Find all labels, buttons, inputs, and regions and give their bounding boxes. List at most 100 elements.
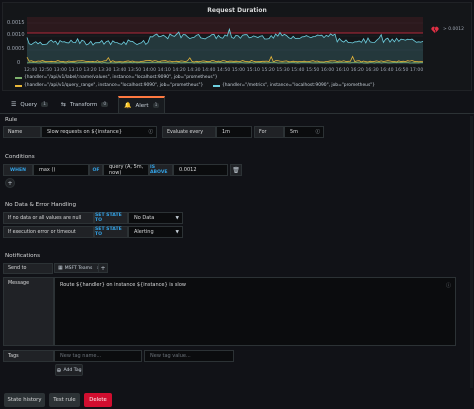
x-tick: 13:30 [98,68,112,73]
tab-alert[interactable]: 🔔 Alert 1 [118,96,166,113]
tab-count: 1 [152,103,160,108]
of-keyword: OF [89,164,103,176]
x-tick: 13:10 [68,68,82,73]
set-state-keyword: SET STATE TO [94,212,128,224]
x-tick: 15:20 [261,68,275,73]
x-tick: 14:30 [187,68,201,73]
x-tick: 14:40 [202,68,216,73]
error-label: If execution error or timeout [3,226,94,238]
x-tick: 15:40 [291,68,305,73]
x-tick: 16:00 [320,68,335,73]
x-tick: 14:10 [157,68,171,73]
legend-swatch [212,85,220,87]
scrollbar[interactable] [470,116,473,388]
message-label: Message [3,277,54,346]
threshold-label: > 0.0012 [443,27,464,32]
heart-broken-icon [431,26,439,34]
conditions-heading: Conditions [5,154,35,160]
legend-label: {handler="/api/v1/label/:name/values", i… [24,75,218,80]
tab-count: 1 [41,102,48,107]
y-tick: 0 [17,60,21,66]
rule-name-input[interactable]: Slow requests on ${instance} ⓘ [41,126,157,138]
x-tick: 14:50 [217,68,231,73]
legend-swatch [15,85,22,87]
x-tick: 16:10 [335,68,350,73]
add-condition-button[interactable]: + [5,178,15,188]
reducer-select[interactable]: max () [33,164,89,176]
error-state-value: Alerting [134,229,154,235]
database-icon: ☰ [11,101,17,108]
add-tag-button[interactable]: ⊕ Add Tag [55,364,83,376]
transform-icon: ⇆ [61,101,67,108]
panel-title: Request Duration [207,7,267,14]
x-tick: 13:20 [83,68,97,73]
editor-tabs: ☰ Query 1 ⇆ Transform 0 🔔 Alert 1 [0,94,474,114]
legend-item[interactable]: {handler="/api/v1/query_range", instance… [15,82,203,90]
info-icon: ⓘ [148,130,154,135]
set-state-keyword: SET STATE TO [94,226,128,238]
x-tick: 15:30 [276,68,290,73]
x-tick: 17:00 [410,68,424,73]
tab-query[interactable]: ☰ Query 1 [6,96,53,113]
test-rule-button[interactable]: Test rule [49,393,80,407]
add-channel-button[interactable]: + [98,263,108,273]
info-icon: ⓘ [445,283,451,289]
for-value: 5m [290,129,299,135]
tag-value-input[interactable]: New tag value... [144,350,234,362]
nodata-state-value: No Data [134,215,155,221]
tag-name-input[interactable]: New tag name... [54,350,142,362]
y-tick: 0.0005 [7,46,25,52]
x-tick: 14:20 [172,68,186,73]
x-tick: 12:50 [38,68,53,73]
message-text: Route ${handler} on instance ${instance}… [60,282,186,288]
x-tick: 13:40 [113,68,127,73]
series-line [26,61,424,64]
plus-icon: ⊕ [56,366,62,374]
for-input[interactable]: 5m ⓘ [284,126,324,138]
query-select[interactable]: query (A, 5m, now) [103,164,149,176]
y-tick: 0.0015 [7,20,25,26]
error-state-select[interactable]: Alerting ▼ [128,226,183,238]
tab-label: Query [20,101,38,108]
chevron-down-icon: ▼ [175,215,179,221]
tab-label: Alert [135,102,149,109]
nodata-heading: No Data & Error Handling [5,202,77,208]
for-label: For [254,126,284,138]
threshold-input[interactable]: 0.0012 [173,164,228,176]
nodata-state-select[interactable]: No Data ▼ [128,212,183,224]
evaluator-select[interactable]: IS ABOVE [149,164,173,176]
when-keyword: WHEN [3,164,33,176]
teams-icon: ▦ [58,265,63,271]
nodata-label: If no data or all values are null [3,212,94,224]
x-tick: 15:00 [231,68,246,73]
bell-icon: 🔔 [124,102,132,109]
threshold-region [27,17,423,33]
x-tick: 13:50 [127,68,142,73]
delete-button[interactable]: Delete [84,393,112,407]
channel-name: MSFT Teams [64,265,93,271]
graph-canvas[interactable] [3,3,473,73]
evaluate-input[interactable]: 1m [216,126,252,138]
x-tick: 14:00 [142,68,157,73]
legend-item[interactable]: {handler="/api/v1/label/:name/values", i… [15,74,218,82]
x-tick: 16:30 [365,68,379,73]
legend-swatch [15,77,22,79]
legend-label: {handler="/api/v1/query_range", instance… [24,83,204,88]
rule-heading: Rule [5,117,18,123]
tab-transform[interactable]: ⇆ Transform 0 [56,96,113,113]
series-area [27,29,423,64]
x-tick: 16:50 [395,68,409,73]
legend: {handler="/api/v1/label/:name/values", i… [15,74,395,90]
message-textarea[interactable]: Route ${handler} on instance ${instance}… [54,277,456,346]
legend-label: {handler="/metrics", instance="localhost… [221,83,376,88]
legend-item[interactable]: {handler="/metrics", instance="localhost… [212,82,376,90]
evaluate-label: Evaluate every [162,126,216,138]
series-line [26,55,424,63]
x-tick: 12:40 [24,68,38,73]
state-history-button[interactable]: State history [4,393,45,407]
x-tick: 16:40 [380,68,394,73]
notification-channel-chip[interactable]: ▦ MSFT Teams × [54,263,105,273]
name-label: Name [3,126,41,138]
trash-icon[interactable]: 🗑 [230,164,242,176]
notifications-heading: Notifications [5,253,41,259]
